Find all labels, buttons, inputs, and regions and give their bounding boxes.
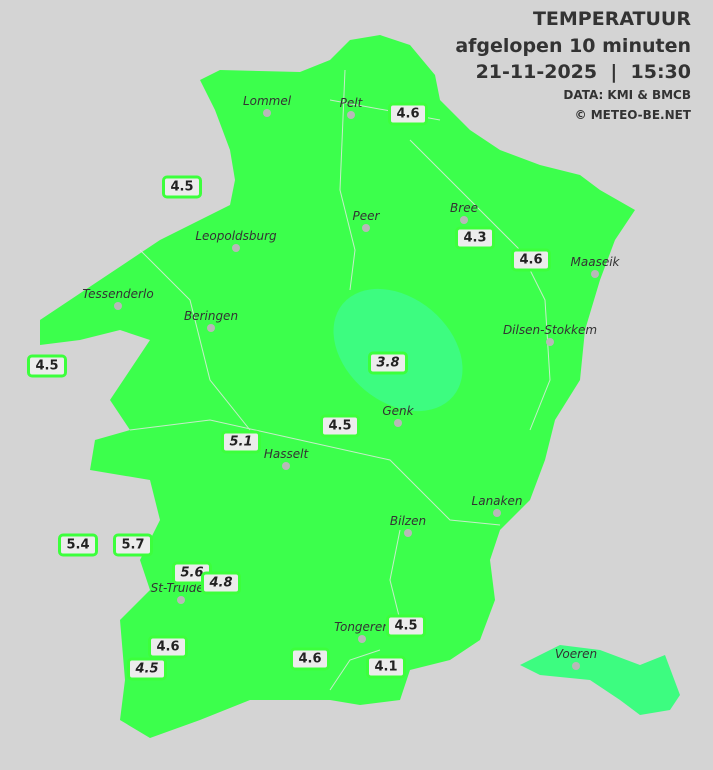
city-label: Pelt (339, 96, 363, 110)
copyright: © METEO-BE.NET (574, 108, 691, 122)
station-reading[interactable]: 4.6 (388, 102, 428, 126)
city-label: Peer (352, 209, 380, 223)
city-label: Bree (450, 201, 478, 215)
station-reading[interactable]: 4.3 (455, 226, 495, 250)
city-dot (114, 302, 122, 310)
data-source: DATA: KMI & BMCB (563, 88, 691, 102)
city-dot (572, 662, 580, 670)
city-label: Leopoldsburg (195, 229, 277, 243)
city-label: Genk (382, 404, 414, 418)
city-label: St-Truiden (150, 581, 212, 595)
city-dot (207, 324, 215, 332)
station-reading[interactable]: 4.5 (162, 175, 202, 199)
city-label: Tongeren (334, 620, 390, 634)
city-dot (493, 509, 501, 517)
city-dot (358, 635, 366, 643)
city-label: Lanaken (471, 494, 523, 508)
city-dot (362, 224, 370, 232)
station-reading[interactable]: 3.8 (368, 351, 408, 375)
station-reading[interactable]: 4.5 (27, 354, 67, 378)
cold-zone (333, 288, 463, 412)
city-dot (460, 216, 468, 224)
map-datetime: 21-11-2025 | 15:30 (475, 61, 691, 83)
city-dot (394, 419, 402, 427)
city-label: Beringen (183, 309, 239, 323)
station-reading[interactable]: 5.7 (113, 533, 153, 557)
city-label: Voeren (554, 647, 598, 661)
city-dot (282, 462, 290, 470)
city-dot (263, 109, 271, 117)
city-label: Hasselt (263, 447, 309, 461)
city-dot (404, 529, 412, 537)
station-reading[interactable]: 5.1 (221, 430, 261, 454)
station-reading[interactable]: 4.5 (320, 414, 360, 438)
station-reading[interactable]: 4.5 (127, 657, 167, 681)
city-dot (177, 596, 185, 604)
province-voeren (520, 645, 680, 715)
station-reading[interactable]: 4.1 (366, 655, 406, 679)
city-dot (591, 270, 599, 278)
station-reading[interactable]: 4.6 (148, 635, 188, 659)
city-dot (546, 338, 554, 346)
city-label: Lommel (242, 94, 292, 108)
station-reading[interactable]: 4.6 (290, 647, 330, 671)
city-dot (232, 244, 240, 252)
map-title: TEMPERATUUR (532, 8, 691, 30)
city-dot (347, 111, 355, 119)
city-label: Tessenderlo (82, 287, 154, 301)
city-label: Bilzen (389, 514, 427, 528)
borders (129, 69, 551, 691)
station-reading[interactable]: 4.5 (386, 614, 426, 638)
station-reading[interactable]: 5.4 (58, 533, 98, 557)
city-label: Dilsen-Stokkem (502, 323, 598, 337)
city-label: Maaseik (570, 255, 620, 269)
station-reading[interactable]: 4.8 (201, 571, 241, 595)
map-subtitle: afgelopen 10 minuten (455, 35, 691, 57)
station-reading[interactable]: 4.6 (511, 248, 551, 272)
